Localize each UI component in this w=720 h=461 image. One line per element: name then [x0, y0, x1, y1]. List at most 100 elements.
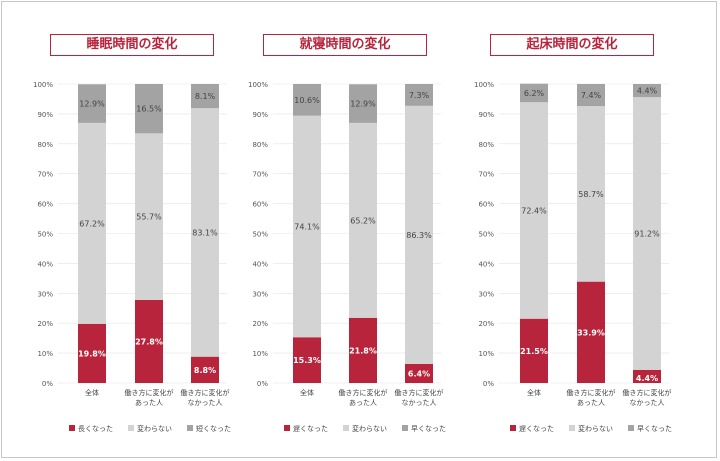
data-label: 16.5% — [136, 105, 162, 114]
y-tick-label: 20% — [37, 320, 53, 328]
data-label: 91.2% — [634, 230, 660, 239]
legend-swatch — [569, 425, 575, 431]
legend-swatch — [628, 425, 634, 431]
y-tick-label: 80% — [37, 141, 53, 149]
y-tick-label: 30% — [478, 290, 494, 298]
y-tick-label: 50% — [252, 231, 268, 239]
y-tick-label: 90% — [37, 111, 53, 119]
bar-segment — [191, 84, 219, 109]
bar-segment — [349, 84, 377, 123]
legend-swatch — [402, 425, 408, 431]
category-label: 働き方に変化が — [567, 388, 616, 397]
bar-segment — [405, 363, 433, 383]
y-tick-label: 70% — [478, 171, 494, 179]
y-tick-label: 50% — [478, 231, 494, 239]
category-label: あった人 — [349, 399, 377, 407]
data-label: 8.1% — [195, 92, 216, 101]
bar-segment — [78, 84, 106, 123]
y-tick-label: 90% — [252, 111, 268, 119]
data-label: 58.7% — [578, 190, 604, 199]
data-label: 12.9% — [79, 100, 105, 109]
category-label: 働き方に変化が — [395, 388, 444, 397]
y-tick-label: 0% — [42, 380, 53, 388]
legend-swatch — [510, 425, 516, 431]
legend-label: 短くなった — [196, 424, 231, 433]
category-label: なかった人 — [402, 399, 437, 407]
bar-segment — [349, 317, 377, 383]
bar-segment — [520, 318, 548, 383]
chart-title-wakeup: 起床時間の変化 — [490, 34, 654, 56]
bar-segment — [191, 108, 219, 357]
y-tick-label: 70% — [37, 171, 53, 179]
bar-segment — [577, 106, 605, 282]
legend-label: 変わらない — [137, 424, 172, 433]
y-tick-label: 60% — [252, 201, 268, 209]
chart-title-sleep-duration: 睡眠時間の変化 — [50, 34, 214, 56]
y-tick-label: 70% — [252, 171, 268, 179]
y-tick-label: 30% — [252, 290, 268, 298]
y-tick-label: 40% — [252, 260, 268, 268]
legend-label: 変わらない — [578, 424, 613, 433]
bar-segment — [293, 115, 321, 338]
y-tick-label: 100% — [474, 81, 494, 89]
legend-swatch — [128, 425, 134, 431]
y-tick-label: 100% — [33, 81, 53, 89]
legend-swatch — [343, 425, 349, 431]
data-label: 8.8% — [194, 366, 216, 375]
data-label: 33.9% — [577, 328, 605, 337]
y-tick-label: 20% — [252, 320, 268, 328]
category-label: なかった人 — [188, 399, 223, 407]
bar-segment — [520, 102, 548, 319]
data-label: 83.1% — [192, 228, 218, 237]
category-label: 働き方に変化が — [125, 388, 174, 397]
data-label: 21.5% — [520, 347, 548, 356]
data-label: 4.4% — [637, 87, 658, 96]
category-label: 働き方に変化が — [181, 388, 230, 397]
y-tick-label: 40% — [478, 260, 494, 268]
bar-segment — [577, 84, 605, 107]
bar-segment — [633, 84, 661, 98]
y-tick-label: 60% — [37, 201, 53, 209]
bar-segment — [293, 337, 321, 383]
bar-segment — [191, 356, 219, 383]
bar-segment — [293, 84, 321, 116]
bar-segment — [135, 133, 163, 300]
bar-segment — [520, 83, 548, 103]
data-label: 12.9% — [350, 100, 376, 109]
legend-label: 遅くなった — [519, 425, 554, 433]
y-tick-label: 10% — [37, 350, 53, 358]
category-label: 全体 — [527, 388, 541, 397]
data-label: 74.1% — [294, 222, 320, 231]
bar-segment — [349, 122, 377, 318]
data-label: 65.2% — [350, 216, 376, 225]
bar-segment — [405, 105, 433, 364]
legend-swatch — [69, 425, 75, 431]
y-tick-label: 20% — [478, 320, 494, 328]
y-tick-label: 100% — [248, 81, 268, 89]
category-label: 全体 — [85, 388, 99, 397]
y-tick-label: 0% — [483, 380, 494, 388]
bar-segment — [78, 122, 106, 324]
bar-segment — [577, 281, 605, 383]
data-label: 7.3% — [409, 91, 430, 100]
y-tick-label: 10% — [478, 350, 494, 358]
data-label: 72.4% — [521, 206, 547, 215]
data-label: 21.8% — [349, 346, 377, 355]
y-tick-label: 30% — [37, 290, 53, 298]
category-label: あった人 — [577, 399, 605, 407]
y-tick-label: 60% — [478, 201, 494, 209]
legend-swatch — [187, 425, 193, 431]
category-label: 働き方に変化が — [623, 388, 672, 397]
data-label: 67.2% — [79, 219, 105, 228]
bar-segment — [135, 84, 163, 134]
data-label: 10.6% — [294, 96, 320, 105]
y-tick-label: 80% — [252, 141, 268, 149]
legend-label: 長くなった — [78, 425, 113, 433]
data-label: 6.2% — [524, 89, 545, 98]
chart-title-bedtime: 就寝時間の変化 — [263, 34, 427, 56]
legend-swatch — [284, 425, 290, 431]
y-tick-label: 90% — [478, 111, 494, 119]
category-label: あった人 — [135, 399, 163, 407]
data-label: 6.4% — [408, 369, 430, 378]
